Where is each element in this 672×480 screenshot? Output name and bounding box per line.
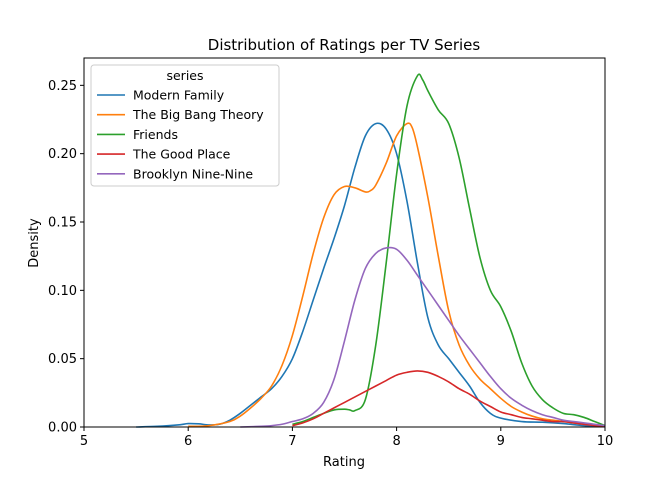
series-line-1 [188, 122, 606, 428]
legend-items: Modern Family The Big Bang Theory Friends T… [97, 88, 264, 181]
series-line-4 [240, 246, 606, 428]
chart-title: Distribution of Ratings per TV Series [208, 36, 481, 54]
y-tick-label: 0.25 [48, 79, 77, 94]
x-tick-label: 6 [184, 434, 192, 449]
x-tick-label: 7 [288, 434, 296, 449]
x-axis-label: Rating [323, 455, 365, 470]
legend-label: Brooklyn Nine-Nine [133, 166, 253, 181]
y-tick-label: 0.05 [48, 352, 77, 367]
legend-box [90, 64, 280, 187]
legend-label: Friends [133, 127, 178, 142]
legend: series Modern Family The Big Bang Theory F… [90, 64, 280, 187]
plot-frame [83, 57, 606, 428]
legend-title: series [166, 68, 203, 83]
y-axis-label: Density [27, 218, 42, 268]
series-line-2 [292, 73, 606, 427]
x-tick-label: 9 [497, 434, 505, 449]
x-tick-label: 5 [80, 434, 88, 449]
y-tick-label: 0.10 [48, 284, 77, 299]
series-lines [136, 73, 606, 428]
x-tick-label: 10 [597, 434, 614, 449]
y-tick-label: 0.15 [48, 216, 77, 231]
x-axis: 5 6 7 8 9 10 [80, 427, 613, 449]
legend-label: The Big Bang Theory [132, 107, 264, 122]
legend-label: Modern Family [133, 88, 225, 103]
y-tick-label: 0.20 [48, 147, 77, 162]
y-axis: 0.00 0.05 0.10 0.15 0.20 0.25 [48, 79, 84, 436]
legend-label: The Good Place [132, 147, 231, 162]
y-tick-label: 0.00 [48, 421, 77, 436]
x-tick-label: 8 [392, 434, 400, 449]
series-line-3 [292, 370, 606, 428]
